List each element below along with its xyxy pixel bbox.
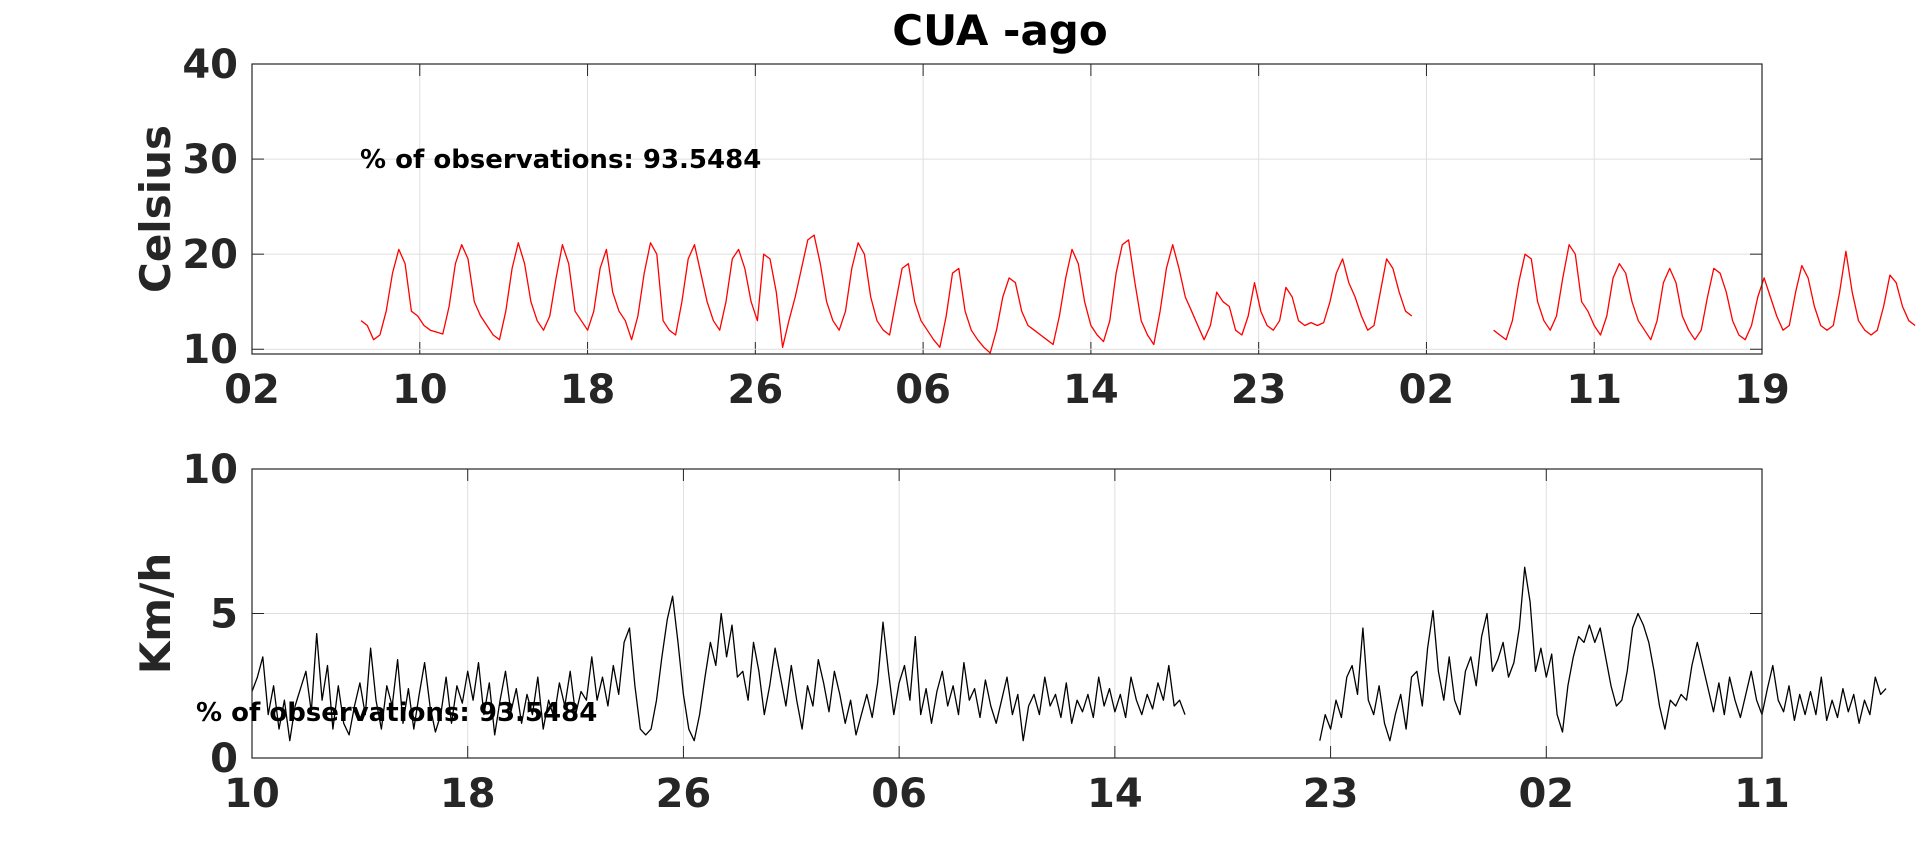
- x-tick-label: 02: [224, 367, 280, 413]
- axes-box: [251, 468, 1763, 759]
- x-tick-label: 18: [440, 771, 496, 817]
- y-tick-label: 30: [182, 137, 238, 183]
- x-tick-label: 23: [1303, 771, 1359, 817]
- series-line: [1319, 566, 1887, 742]
- series-line: [1493, 244, 1916, 341]
- x-tick-label: 26: [656, 771, 712, 817]
- y-axis-label-celsius: Celsius: [131, 125, 180, 293]
- observations-annotation: % of observations: 93.5484: [196, 698, 597, 728]
- y-tick-label: 10: [182, 327, 238, 373]
- y-tick-label: 20: [182, 232, 238, 278]
- x-tick-label: 02: [1399, 367, 1455, 413]
- observations-annotation: % of observations: 93.5484: [360, 145, 761, 175]
- x-tick-label: 19: [1734, 367, 1790, 413]
- x-tick-label: 02: [1518, 771, 1574, 817]
- x-tick-label: 10: [224, 771, 280, 817]
- y-tick-label: 40: [182, 42, 238, 88]
- figure-title: CUA -ago: [892, 6, 1107, 55]
- x-tick-label: 06: [871, 771, 927, 817]
- series-line: [360, 234, 1413, 354]
- y-tick-label: 5: [210, 592, 238, 638]
- x-tick-label: 18: [560, 367, 616, 413]
- x-tick-label: 26: [727, 367, 783, 413]
- x-tick-label: 10: [392, 367, 448, 413]
- x-tick-label: 23: [1231, 367, 1287, 413]
- wind-speed-panel: 10 18 26 06 14 23 02 11 0 5 10 Km/h % of observation…: [131, 447, 1887, 817]
- axes-box: [251, 63, 1763, 355]
- x-tick-label: 11: [1566, 367, 1622, 413]
- y-axis-label-kmh: Km/h: [131, 553, 180, 675]
- y-tick-label: 0: [210, 736, 238, 782]
- plot-area: [252, 64, 1762, 354]
- x-tick-label: 11: [1734, 771, 1790, 817]
- series-line: [251, 595, 1186, 742]
- x-tick-label: 14: [1063, 367, 1119, 413]
- y-tick-label: 10: [182, 447, 238, 493]
- x-tick-label: 14: [1087, 771, 1143, 817]
- x-tick-label: 06: [895, 367, 951, 413]
